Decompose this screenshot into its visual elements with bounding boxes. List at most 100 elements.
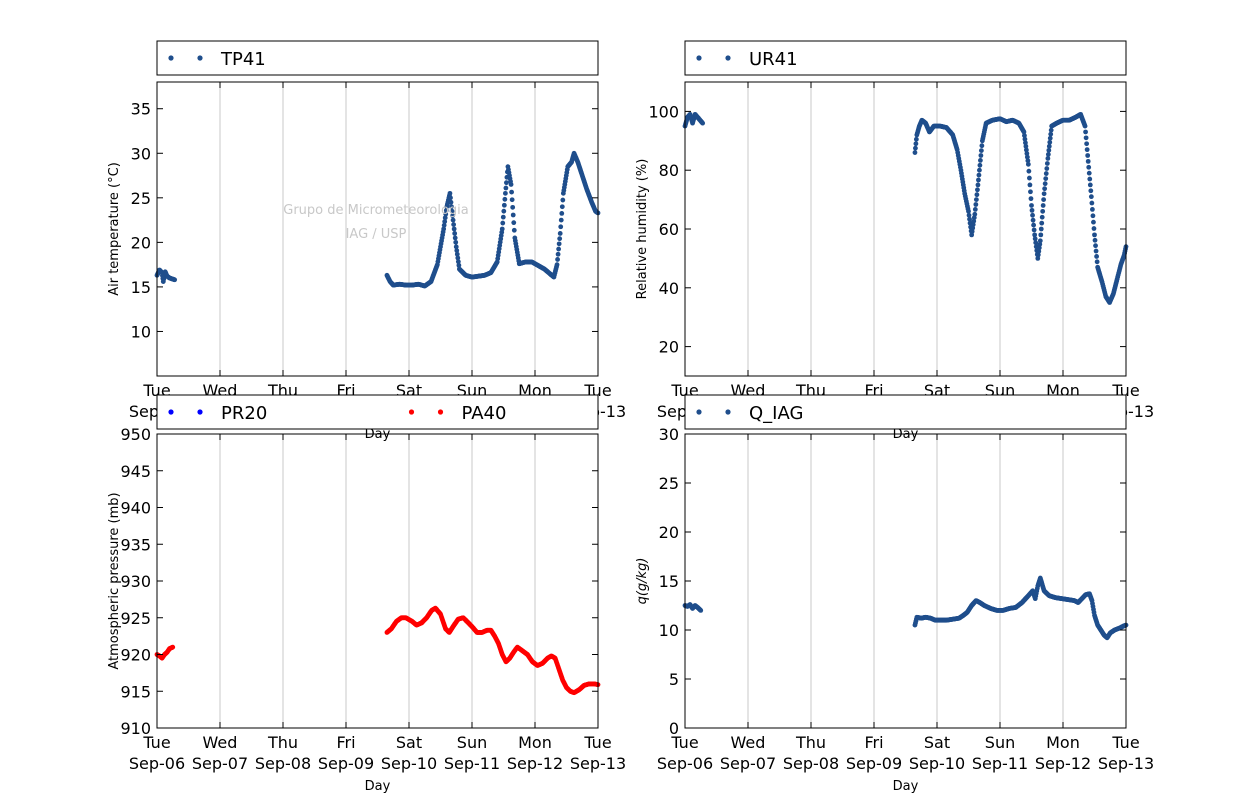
data-point — [1085, 158, 1091, 164]
data-point — [1033, 240, 1039, 246]
data-point — [1046, 143, 1052, 149]
legend-label: Q_IAG — [749, 403, 803, 424]
data-point — [974, 192, 980, 198]
data-point — [560, 197, 566, 203]
data-point — [698, 608, 704, 613]
panel-ur41: 20406080100TueSep-06WedSep-07ThuSep-08Fr… — [635, 40, 1154, 442]
series-pa40 — [154, 605, 601, 696]
x-tick-label-day: Thu — [795, 733, 826, 752]
data-point — [1041, 197, 1047, 203]
y-axis-label: Relative humidity (%) — [635, 159, 650, 300]
data-point — [972, 211, 978, 217]
data-point — [913, 141, 919, 147]
y-tick-label: 40 — [659, 279, 679, 298]
data-point — [511, 220, 517, 226]
data-point — [1088, 194, 1094, 200]
panel-tp41: 101520253035TueSep-06WedSep-07ThuSep-08F… — [107, 40, 626, 442]
y-tick-label: 60 — [659, 220, 679, 239]
data-point — [967, 216, 972, 222]
data-point — [978, 153, 984, 158]
data-point — [500, 214, 506, 220]
data-point — [978, 158, 983, 163]
data-point — [511, 227, 517, 233]
data-point — [1038, 232, 1044, 238]
data-point — [1031, 222, 1036, 228]
x-tick-label-day: Mon — [1046, 733, 1080, 752]
data-point — [1040, 208, 1046, 214]
panel-pressure: 910 915 920 925 930 935 940 945 950 Tue Sep-06 Wed S… — [107, 394, 626, 794]
data-point — [441, 226, 447, 232]
x-tick-label-date: Sep-13 — [570, 754, 626, 773]
y-tick-label: 20 — [131, 233, 151, 252]
data-point — [1038, 226, 1044, 232]
data-point — [558, 217, 564, 223]
data-point — [455, 255, 461, 261]
legend: UR41 — [684, 40, 1127, 76]
data-point — [1083, 129, 1088, 135]
plot-frame — [156, 81, 599, 377]
legend-marker — [168, 55, 174, 61]
x-tick-label-day: Sat — [924, 733, 950, 752]
data-point — [502, 190, 508, 196]
y-tick-label: 945 — [120, 462, 151, 481]
x-tick-label-date: Sep-08 — [255, 754, 311, 773]
data-point — [1036, 248, 1042, 254]
data-point — [1093, 248, 1099, 254]
y-tick-label: 915 — [120, 682, 151, 701]
data-point — [510, 204, 516, 210]
data-point — [1085, 153, 1091, 158]
data-point — [1086, 170, 1092, 176]
data-point — [1024, 151, 1030, 156]
x-tick-label-date: Sep-06 — [657, 754, 713, 773]
data-point — [442, 215, 448, 221]
data-point — [1029, 207, 1035, 213]
data-point — [503, 180, 509, 186]
data-point — [443, 211, 449, 217]
data-point — [502, 196, 508, 202]
y-tick-label: 910 — [120, 719, 151, 738]
data-point — [973, 197, 979, 203]
data-point — [1042, 181, 1048, 187]
data-point — [1091, 219, 1096, 225]
x-tick-label-date: Sep-12 — [507, 754, 563, 773]
watermark: Grupo de Micrometeorologia IAG / USP — [283, 203, 469, 242]
x-tick-label-date: Sep-11 — [972, 754, 1028, 773]
legend-marker — [696, 55, 702, 61]
y-tick-label: 935 — [120, 535, 151, 554]
legend-frame — [156, 40, 599, 76]
data-point — [1031, 227, 1037, 233]
data-point — [1036, 245, 1042, 251]
y-tick-label: 80 — [659, 161, 679, 180]
watermark-line2: IAG / USP — [346, 227, 407, 242]
data-point — [978, 148, 984, 154]
y-tick-label: 5 — [669, 670, 679, 689]
data-point — [1032, 236, 1038, 242]
x-axis-label: Day — [893, 779, 919, 794]
legend-marker — [168, 409, 174, 415]
data-point — [913, 145, 918, 151]
data-point — [1046, 147, 1052, 153]
data-point — [1028, 189, 1033, 195]
data-point — [509, 189, 514, 195]
legend-label: PR20 — [221, 403, 267, 424]
data-point — [510, 212, 516, 218]
data-point — [700, 120, 706, 126]
data-point — [1082, 123, 1088, 129]
data-point — [509, 197, 515, 203]
x-tick-label-date: Sep-06 — [129, 754, 185, 773]
y-tick-label: 10 — [131, 322, 151, 341]
data-point — [1040, 203, 1046, 208]
data-point — [1029, 203, 1034, 208]
data-point — [1024, 154, 1030, 160]
data-point — [1086, 164, 1092, 170]
data-point — [1030, 217, 1036, 223]
data-point — [1023, 140, 1028, 146]
data-point — [449, 204, 454, 210]
watermark-line1: Grupo de Micrometeorologia — [283, 203, 469, 218]
data-point — [456, 262, 462, 268]
legend: Q_IAG — [684, 394, 1127, 430]
x-tick-label-date: Sep-13 — [1098, 754, 1154, 773]
data-point — [555, 251, 561, 257]
x-tick-label-date: Sep-12 — [1035, 754, 1091, 773]
legend-frame — [156, 394, 599, 430]
